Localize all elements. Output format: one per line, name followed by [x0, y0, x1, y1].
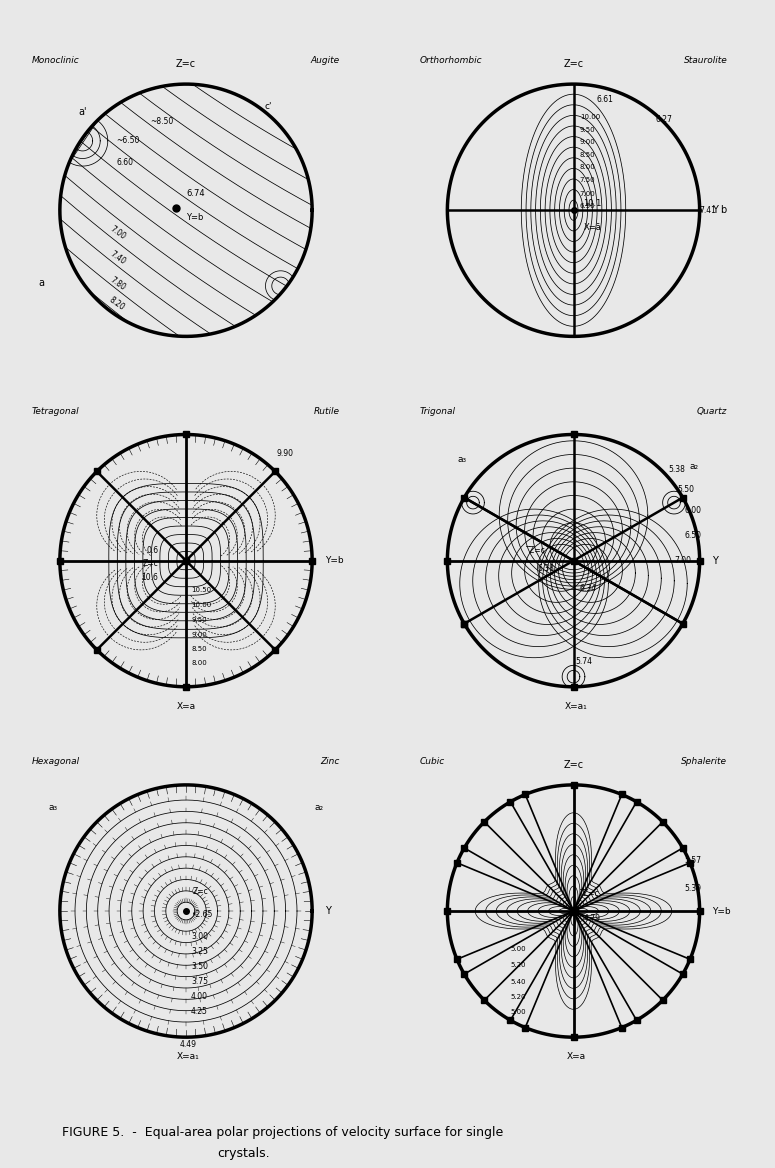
Text: 3.25: 3.25 [191, 947, 208, 955]
Text: a₂: a₂ [315, 804, 324, 812]
Text: 10.6: 10.6 [141, 572, 158, 582]
Text: Tetragonal: Tetragonal [32, 406, 80, 416]
Text: 4.25: 4.25 [191, 1008, 208, 1016]
Text: Staurolite: Staurolite [684, 56, 728, 65]
Text: 7.00: 7.00 [580, 190, 595, 197]
Text: 3.50: 3.50 [191, 962, 208, 971]
Text: •2.65: •2.65 [192, 910, 214, 919]
Text: crystals.: crystals. [217, 1147, 270, 1160]
Text: 8.50: 8.50 [191, 646, 207, 652]
Text: 8.00: 8.00 [191, 660, 207, 666]
Text: 10.00: 10.00 [580, 114, 600, 120]
Text: 9.50: 9.50 [191, 617, 207, 623]
Text: Cubic: Cubic [419, 757, 445, 766]
Text: 6.60: 6.60 [116, 158, 133, 167]
Text: Z=c: Z=c [176, 58, 196, 69]
Text: 10.1: 10.1 [584, 199, 602, 208]
Text: 5.39: 5.39 [684, 884, 701, 892]
Text: 9.90: 9.90 [277, 449, 294, 458]
Text: Y=b: Y=b [712, 906, 731, 916]
Text: 6.38: 6.38 [538, 564, 555, 572]
Text: ~6.50: ~6.50 [116, 137, 140, 145]
Text: 5.74: 5.74 [575, 658, 592, 666]
Text: Z=c: Z=c [563, 58, 584, 69]
Text: Hexagonal: Hexagonal [32, 757, 81, 766]
Text: 7.80: 7.80 [108, 274, 127, 292]
Text: Z=c: Z=c [192, 887, 208, 896]
Text: 5.57: 5.57 [684, 856, 701, 865]
Text: Y: Y [325, 906, 331, 916]
Text: 8.20: 8.20 [108, 296, 126, 312]
Text: X=a: X=a [567, 1052, 586, 1062]
Text: 6.34: 6.34 [580, 584, 597, 593]
Text: Rutile: Rutile [314, 406, 340, 416]
Text: 9.00: 9.00 [191, 632, 207, 638]
Text: 10.00: 10.00 [191, 602, 212, 607]
Text: 4.00: 4.00 [191, 993, 208, 1001]
Text: a₂: a₂ [690, 461, 699, 471]
Text: 5.20: 5.20 [511, 994, 526, 1000]
Text: 5.00: 5.00 [511, 1009, 526, 1015]
Text: Monoclinic: Monoclinic [32, 56, 80, 65]
Text: 6.50: 6.50 [684, 531, 701, 540]
Text: 10.50: 10.50 [191, 586, 211, 592]
Text: Trigonal: Trigonal [419, 406, 456, 416]
Text: 5.00: 5.00 [511, 946, 526, 952]
Text: 9.50: 9.50 [580, 126, 595, 132]
Text: 5.20: 5.20 [511, 962, 526, 968]
Text: Y b: Y b [712, 206, 728, 215]
Text: Augite: Augite [311, 56, 340, 65]
Text: 8.00: 8.00 [580, 165, 595, 171]
Text: X=ā: X=ā [584, 223, 601, 232]
Text: a': a' [78, 106, 87, 117]
Text: Orthorhombic: Orthorhombic [419, 56, 482, 65]
Text: 7.40: 7.40 [108, 250, 127, 266]
Text: X=a₁: X=a₁ [177, 1052, 200, 1062]
Text: 5.50: 5.50 [677, 486, 694, 494]
Text: 3.75: 3.75 [191, 978, 208, 986]
Text: c': c' [264, 103, 272, 111]
Text: FIGURE 5.  -  Equal-area polar projections of velocity surface for single: FIGURE 5. - Equal-area polar projections… [62, 1126, 503, 1139]
Text: Sphalerite: Sphalerite [681, 757, 728, 766]
Text: Z=c: Z=c [143, 558, 158, 568]
Text: 4.79: 4.79 [584, 913, 601, 923]
Text: 3.00: 3.00 [191, 932, 208, 940]
Text: Y=b: Y=b [325, 556, 343, 565]
Text: ~8.50: ~8.50 [150, 118, 174, 126]
Text: X=a: X=a [177, 702, 195, 711]
Text: 5.40: 5.40 [511, 979, 526, 985]
Text: a: a [38, 278, 44, 288]
Text: ̅Z=c: ̅Z=c [584, 889, 599, 898]
Text: Zinc: Zinc [321, 757, 340, 766]
Text: 6.00: 6.00 [684, 506, 701, 515]
Text: 8.50: 8.50 [580, 152, 595, 158]
Text: 5.38: 5.38 [668, 465, 685, 474]
Text: a₃: a₃ [48, 804, 57, 812]
Text: Z=c: Z=c [563, 759, 584, 770]
Text: Y=b: Y=b [186, 213, 203, 222]
Text: 6.74: 6.74 [186, 188, 205, 197]
Text: Y: Y [712, 556, 718, 565]
Text: 6.27: 6.27 [656, 114, 673, 124]
Text: 7.50: 7.50 [580, 178, 595, 183]
Text: 7.41: 7.41 [700, 206, 717, 215]
Text: X=a₁: X=a₁ [565, 702, 587, 711]
Text: 0.6: 0.6 [146, 547, 158, 555]
Text: 4.49: 4.49 [180, 1040, 197, 1049]
Text: 6.50: 6.50 [580, 203, 595, 209]
Text: Quartz: Quartz [697, 406, 728, 416]
Text: a₃: a₃ [458, 456, 467, 464]
Text: ̅Z=c: ̅Z=c [530, 547, 546, 555]
Text: 7.00: 7.00 [108, 224, 127, 242]
Text: 7.00: 7.00 [674, 556, 691, 565]
Text: 6.61: 6.61 [596, 95, 613, 104]
Text: 9.00: 9.00 [580, 139, 595, 145]
